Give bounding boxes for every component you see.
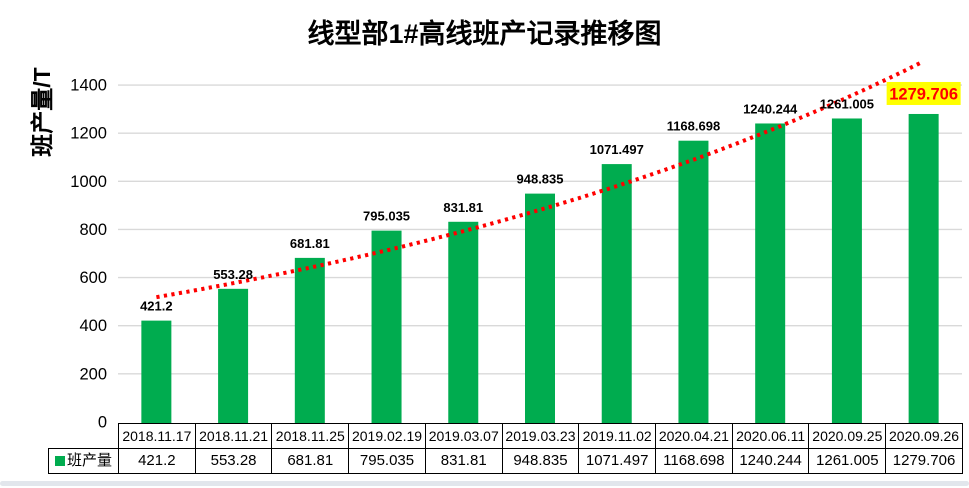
value-cell: 1168.698 (655, 448, 733, 474)
value-cell: 553.28 (194, 448, 273, 474)
y-tick-label: 800 (79, 221, 107, 239)
date-cell: 2019.03.07 (424, 423, 503, 449)
bar[interactable] (218, 288, 249, 423)
bar[interactable] (371, 230, 402, 423)
y-tick-label: 1200 (70, 125, 107, 143)
value-cell: 795.035 (348, 448, 426, 474)
bar[interactable] (755, 123, 786, 423)
bar[interactable] (908, 113, 939, 424)
bar[interactable] (525, 193, 555, 423)
bottom-strip (0, 481, 969, 486)
data-label: 553.28 (213, 267, 253, 282)
legend-cell: 班产量 (48, 448, 119, 474)
value-cell: 681.81 (271, 448, 350, 474)
legend-marker-icon (54, 456, 65, 466)
data-label: 681.81 (290, 236, 330, 251)
value-cell: 421.2 (118, 448, 196, 474)
table-corner-cell (49, 424, 119, 449)
legend-series-label: 班产量 (66, 452, 112, 469)
y-tick-label: 200 (79, 365, 107, 383)
date-cell: 2018.11.21 (194, 423, 273, 449)
bar[interactable] (831, 118, 862, 423)
data-label: 421.2 (140, 299, 173, 314)
data-label: 1240.244 (743, 101, 798, 116)
trendline[interactable] (156, 59, 925, 300)
date-cell: 2020.06.11 (731, 423, 810, 449)
value-cell: 1240.244 (731, 448, 810, 474)
y-tick-label: 0 (98, 414, 107, 432)
value-cell: 948.835 (501, 448, 580, 474)
date-cell: 2020.09.25 (808, 423, 887, 449)
bar[interactable] (601, 164, 632, 423)
table-values-row: 班产量 421.2 553.28 681.81 795.035 831.81 948.83… (48, 448, 963, 474)
data-label: 1071.497 (590, 142, 644, 157)
bar[interactable] (294, 257, 325, 423)
date-cell: 2020.09.26 (885, 423, 963, 449)
value-cell: 1261.005 (808, 448, 887, 474)
value-cell: 1071.497 (578, 448, 657, 474)
bar[interactable] (141, 320, 172, 423)
value-cell: 1279.706 (885, 448, 963, 474)
value-cell: 831.81 (424, 448, 503, 474)
data-table: 2018.11.17 2018.11.21 2018.11.25 2019.02.19… (48, 423, 963, 474)
data-label: 1261.005 (820, 96, 874, 111)
date-cell: 2018.11.25 (271, 423, 350, 449)
date-cell: 2018.11.17 (118, 423, 196, 449)
date-cell: 2019.02.19 (348, 423, 426, 449)
date-cell: 2019.11.02 (578, 423, 657, 449)
y-tick-label: 1000 (70, 173, 107, 191)
bar[interactable] (448, 221, 479, 423)
data-label: 795.035 (363, 209, 410, 224)
data-label: 948.835 (517, 172, 564, 187)
data-label: 831.81 (443, 200, 483, 215)
bar[interactable] (678, 140, 709, 423)
data-label-highlighted: 1279.706 (889, 85, 958, 103)
y-tick-label: 1400 (70, 77, 107, 95)
table-dates-row: 2018.11.17 2018.11.21 2018.11.25 2019.02.19… (49, 423, 963, 449)
y-tick-label: 400 (79, 317, 107, 335)
y-tick-label: 600 (79, 269, 107, 287)
date-cell: 2020.04.21 (655, 423, 733, 449)
date-cell: 2019.03.23 (501, 423, 580, 449)
highlighted-label-bg (886, 81, 961, 105)
data-label: 1168.698 (667, 119, 721, 134)
chart-title: 线型部1#高线班产记录推移图 (307, 19, 662, 49)
